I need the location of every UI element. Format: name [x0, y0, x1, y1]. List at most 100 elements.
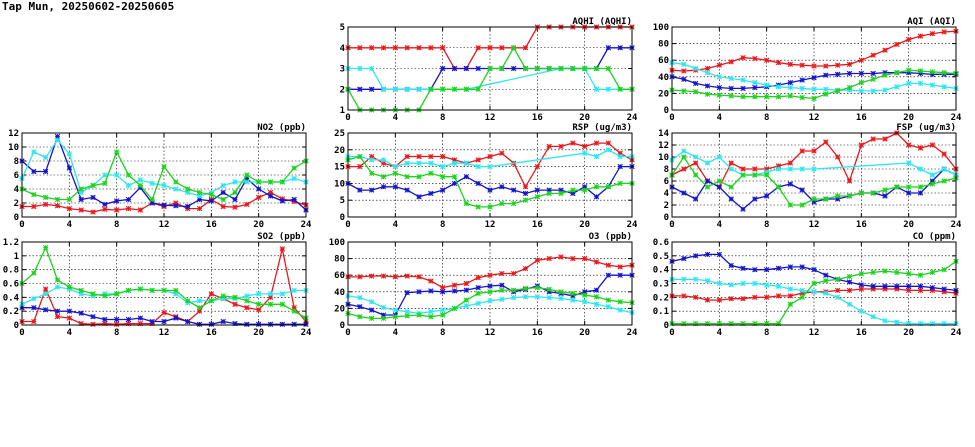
- data-point-cyan: [605, 304, 612, 310]
- data-point-green: [834, 88, 841, 94]
- data-point-cyan: [787, 286, 794, 292]
- data-point-red: [392, 45, 399, 51]
- data-point-blue: [416, 289, 422, 295]
- data-point-green: [392, 314, 399, 320]
- data-point-green: [704, 184, 711, 190]
- data-point-red: [728, 59, 734, 65]
- data-point-green: [439, 173, 446, 180]
- data-point-red: [404, 273, 410, 279]
- data-point-green: [570, 65, 576, 72]
- data-point-green: [463, 200, 470, 207]
- data-point-green: [929, 69, 936, 75]
- y-tick-label: 20: [334, 304, 345, 314]
- data-point-green: [846, 273, 853, 280]
- data-point-red: [208, 291, 215, 297]
- data-point-red: [704, 297, 711, 303]
- y-tick-label: 8: [14, 157, 19, 167]
- data-point-blue: [255, 186, 262, 192]
- y-tick-label: 5: [340, 196, 345, 206]
- data-point-red: [787, 61, 794, 68]
- chart-title: CO (ppm): [913, 232, 956, 242]
- data-point-green: [510, 45, 517, 51]
- data-point-red: [357, 274, 363, 280]
- data-point-cyan: [581, 299, 588, 305]
- data-point-red: [858, 286, 865, 292]
- data-point-blue: [267, 193, 274, 199]
- data-point-cyan: [244, 293, 250, 299]
- data-point-cyan: [463, 303, 470, 309]
- data-point-cyan: [716, 74, 723, 80]
- y-tick-label: 4: [664, 189, 670, 199]
- data-point-cyan: [870, 88, 876, 94]
- data-point-green: [42, 194, 49, 201]
- data-point-red: [534, 257, 541, 263]
- data-point-red: [463, 280, 470, 287]
- x-tick-label: 8: [764, 113, 769, 123]
- data-point-blue: [740, 85, 746, 92]
- data-point-green: [522, 65, 529, 72]
- data-point-cyan: [752, 280, 758, 287]
- data-point-cyan: [368, 65, 375, 72]
- data-point-blue: [882, 283, 888, 289]
- data-point-green: [799, 294, 805, 301]
- data-point-green: [787, 202, 794, 208]
- data-point-blue: [255, 321, 262, 327]
- data-point-red: [581, 143, 588, 150]
- data-point-blue: [763, 193, 770, 199]
- data-point-green: [917, 184, 924, 190]
- data-point-green: [54, 277, 61, 283]
- chart-aqi: 0 4 8 12 16 20 24 0 20 40 60 80 100 AQI (AQI): [653, 17, 962, 123]
- data-point-blue: [463, 65, 470, 72]
- y-tick-label: 2: [664, 201, 669, 211]
- data-point-green: [416, 312, 422, 318]
- data-point-green: [357, 153, 363, 160]
- data-point-green: [475, 86, 481, 92]
- data-point-red: [846, 61, 853, 68]
- data-point-red: [882, 136, 888, 142]
- data-point-blue: [846, 70, 853, 77]
- data-point-blue: [208, 198, 215, 204]
- data-point-green: [740, 94, 746, 100]
- data-point-cyan: [917, 80, 924, 87]
- series-line-cyan: [671, 150, 957, 176]
- data-point-blue: [78, 310, 84, 316]
- data-point-blue: [510, 65, 517, 72]
- data-point-green: [125, 287, 132, 294]
- x-tick-label: 16: [532, 113, 543, 123]
- data-point-green: [149, 196, 155, 203]
- data-point-cyan: [439, 163, 446, 170]
- data-point-cyan: [894, 319, 900, 325]
- x-tick-label: 0: [345, 328, 350, 338]
- data-point-blue: [475, 180, 481, 187]
- data-point-red: [42, 201, 49, 208]
- data-point-cyan: [692, 65, 699, 72]
- data-point-green: [499, 200, 505, 207]
- data-point-blue: [149, 318, 155, 325]
- data-point-green: [499, 287, 505, 293]
- data-point-red: [78, 207, 84, 213]
- x-tick-label: 16: [856, 113, 867, 123]
- data-point-cyan: [196, 298, 203, 304]
- data-point-cyan: [593, 153, 600, 160]
- data-point-red: [439, 153, 446, 160]
- data-point-green: [681, 154, 687, 160]
- data-point-red: [775, 293, 782, 299]
- data-point-red: [161, 309, 167, 316]
- data-point-red: [102, 206, 108, 212]
- data-point-green: [196, 305, 203, 311]
- x-tick-label: 20: [253, 220, 264, 230]
- chart-so2: 0 4 8 12 16 20 24 0 0.2 0.4 0.6 0.8 1 1.2 SO2 (ppb): [3, 232, 312, 338]
- y-tick-label: 0.2: [653, 293, 669, 303]
- data-point-green: [78, 287, 84, 294]
- data-point-red: [870, 52, 876, 58]
- data-point-cyan: [834, 294, 841, 301]
- data-point-blue: [90, 314, 96, 320]
- x-tick-label: 24: [627, 113, 638, 123]
- x-tick-label: 16: [532, 328, 543, 338]
- data-point-cyan: [267, 291, 274, 297]
- data-point-cyan: [428, 160, 434, 166]
- data-point-red: [846, 178, 853, 184]
- data-point-blue: [416, 194, 422, 200]
- y-tick-label: 2: [14, 199, 19, 209]
- data-point-green: [149, 287, 155, 294]
